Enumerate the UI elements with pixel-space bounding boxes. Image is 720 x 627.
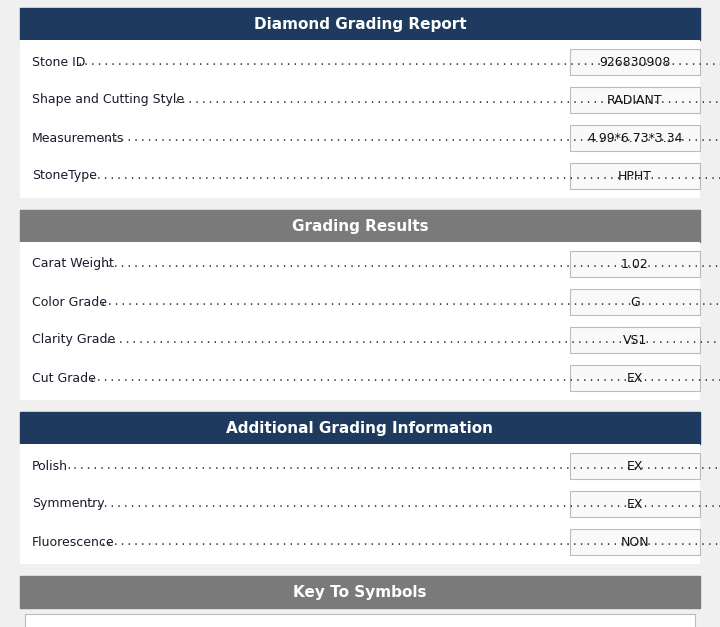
- Text: RADIANT: RADIANT: [607, 93, 663, 107]
- Text: ................................................................................: ........................................…: [99, 537, 720, 547]
- Text: StoneType: StoneType: [32, 169, 97, 182]
- FancyBboxPatch shape: [570, 49, 700, 75]
- Text: ................................................................................: ........................................…: [161, 95, 720, 105]
- Text: G: G: [630, 295, 640, 308]
- Text: Fluorescence: Fluorescence: [32, 535, 114, 549]
- Text: Stone ID: Stone ID: [32, 56, 86, 68]
- Text: Additional Grading Information: Additional Grading Information: [227, 421, 493, 436]
- Text: Color Grade: Color Grade: [32, 295, 107, 308]
- Text: ................................................................................: ........................................…: [66, 461, 720, 471]
- FancyBboxPatch shape: [570, 327, 700, 353]
- Text: Cut Grade: Cut Grade: [32, 372, 96, 384]
- Text: Symmentry: Symmentry: [32, 497, 104, 510]
- FancyBboxPatch shape: [20, 576, 700, 608]
- Text: HPHT: HPHT: [618, 169, 652, 182]
- Text: Measurements: Measurements: [32, 132, 125, 144]
- Text: EX: EX: [626, 372, 643, 384]
- Text: ................................................................................: ........................................…: [82, 373, 720, 383]
- FancyBboxPatch shape: [20, 8, 700, 40]
- FancyBboxPatch shape: [570, 163, 700, 189]
- Text: Carat Weight: Carat Weight: [32, 258, 114, 270]
- Text: NON: NON: [621, 535, 649, 549]
- FancyBboxPatch shape: [570, 289, 700, 315]
- Text: Shape and Cutting Style: Shape and Cutting Style: [32, 93, 184, 107]
- Text: ................................................................................: ........................................…: [99, 259, 720, 269]
- FancyBboxPatch shape: [570, 125, 700, 151]
- FancyBboxPatch shape: [570, 491, 700, 517]
- Text: VS1: VS1: [623, 334, 647, 347]
- Text: Diamond Grading Report: Diamond Grading Report: [253, 16, 467, 31]
- FancyBboxPatch shape: [570, 453, 700, 479]
- Text: ................................................................................: ........................................…: [99, 133, 720, 143]
- FancyBboxPatch shape: [20, 444, 700, 564]
- FancyBboxPatch shape: [570, 365, 700, 391]
- Text: ................................................................................: ........................................…: [82, 171, 720, 181]
- Text: ................................................................................: ........................................…: [76, 57, 720, 67]
- FancyBboxPatch shape: [570, 251, 700, 277]
- Text: ................................................................................: ........................................…: [82, 499, 720, 509]
- FancyBboxPatch shape: [20, 242, 700, 400]
- Text: 1.02: 1.02: [621, 258, 649, 270]
- Text: 4.99*6.73*3.34: 4.99*6.73*3.34: [588, 132, 683, 144]
- FancyBboxPatch shape: [20, 210, 700, 242]
- Text: Polish: Polish: [32, 460, 68, 473]
- Text: Clarity Grade: Clarity Grade: [32, 334, 115, 347]
- Text: 926830908: 926830908: [599, 56, 671, 68]
- Text: EX: EX: [626, 460, 643, 473]
- Text: EX: EX: [626, 497, 643, 510]
- Text: Key To Symbols: Key To Symbols: [293, 584, 427, 599]
- FancyBboxPatch shape: [570, 87, 700, 113]
- FancyBboxPatch shape: [570, 529, 700, 555]
- FancyBboxPatch shape: [25, 614, 695, 627]
- Text: ................................................................................: ........................................…: [94, 297, 720, 307]
- FancyBboxPatch shape: [20, 412, 700, 444]
- Text: ................................................................................: ........................................…: [104, 335, 720, 345]
- Text: Grading Results: Grading Results: [292, 218, 428, 233]
- FancyBboxPatch shape: [20, 40, 700, 198]
